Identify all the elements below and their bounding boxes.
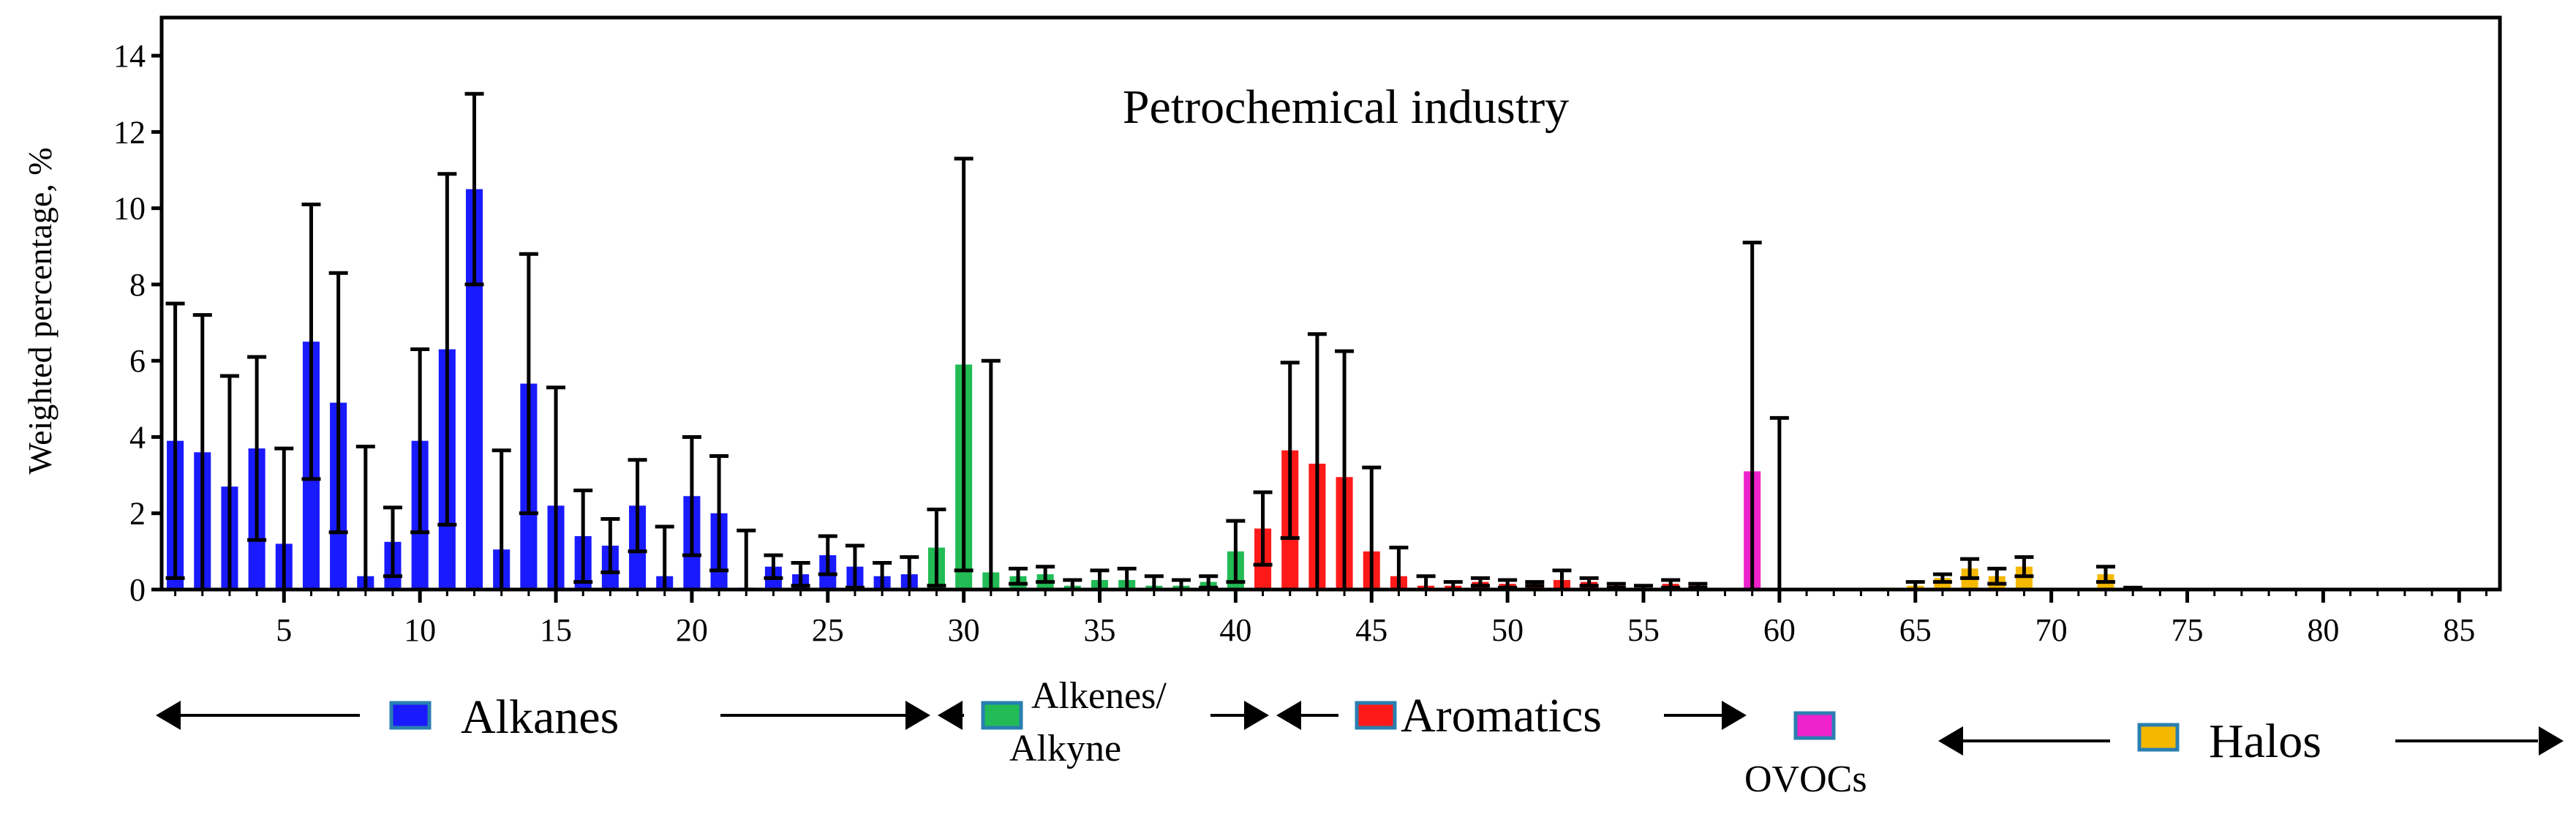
- x-tick-label: 60: [1763, 612, 1796, 648]
- error-bars-layer: [165, 91, 2143, 592]
- plot-frame: [159, 15, 2502, 592]
- x-tick-label: 70: [2035, 612, 2068, 648]
- group-legend-swatch: [981, 701, 1023, 730]
- arrow-left-head: [1938, 726, 1963, 756]
- y-tick-label: 6: [129, 343, 146, 379]
- bars-layer: [167, 189, 2114, 590]
- category-groups: Alkanes Alkenes/Alkyne Aromatics OVOCs Halos: [156, 675, 2564, 800]
- x-tick-label: 15: [540, 612, 572, 648]
- arrow-right-head: [2539, 726, 2564, 756]
- group-label: Alkanes: [461, 690, 619, 744]
- y-tick-label: 14: [113, 38, 146, 74]
- axes-layer: 0 2 4 6 8 10 12 14 5 10 15 20 25 30 35 40 45 50 55 60 65 70 75…: [113, 38, 2488, 648]
- chart-title: Petrochemical industry: [1123, 80, 1569, 134]
- x-tick-label: 55: [1627, 612, 1660, 648]
- x-tick-label: 75: [2171, 612, 2203, 648]
- group-label: Alkenes/: [1031, 675, 1167, 717]
- x-tick-label: 5: [276, 612, 292, 648]
- x-tick-label: 30: [948, 612, 980, 648]
- arrow-right-head: [905, 701, 930, 730]
- x-tick-label: 65: [1899, 612, 1932, 648]
- y-tick-label: 12: [113, 114, 146, 150]
- group-legend-swatch: [2137, 723, 2180, 752]
- x-tick-label: 80: [2307, 612, 2339, 648]
- y-tick-label: 2: [129, 496, 146, 532]
- arrow-left-head: [938, 701, 963, 730]
- group-label: Aromatics: [1401, 689, 1602, 742]
- bar: [2015, 566, 2033, 590]
- arrow-left-head: [156, 701, 181, 730]
- arrow-left-head: [1276, 701, 1301, 730]
- arrow-right-head: [1244, 701, 1269, 730]
- group-label: OVOCs: [1744, 758, 1867, 800]
- group-legend-swatch: [1793, 711, 1836, 740]
- group-label: Halos: [2209, 715, 2321, 768]
- group-legend-swatch: [389, 701, 432, 730]
- x-tick-label: 50: [1491, 612, 1524, 648]
- bar: [465, 189, 483, 590]
- arrow-right-head: [1722, 701, 1747, 730]
- y-tick-label: 0: [129, 572, 146, 608]
- group-label: Alkyne: [1009, 728, 1121, 769]
- x-tick-label: 35: [1084, 612, 1116, 648]
- x-tick-label: 40: [1219, 612, 1251, 648]
- x-tick-label: 85: [2443, 612, 2475, 648]
- group-legend-swatch: [1355, 701, 1397, 730]
- x-tick-label: 25: [812, 612, 844, 648]
- y-tick-label: 4: [129, 419, 146, 455]
- y-tick-label: 8: [129, 267, 146, 303]
- y-axis-label: Weighted percentage, %: [21, 147, 59, 474]
- x-tick-label: 10: [404, 612, 436, 648]
- x-tick-label: 45: [1355, 612, 1387, 648]
- x-tick-label: 20: [676, 612, 708, 648]
- y-tick-label: 10: [113, 191, 146, 227]
